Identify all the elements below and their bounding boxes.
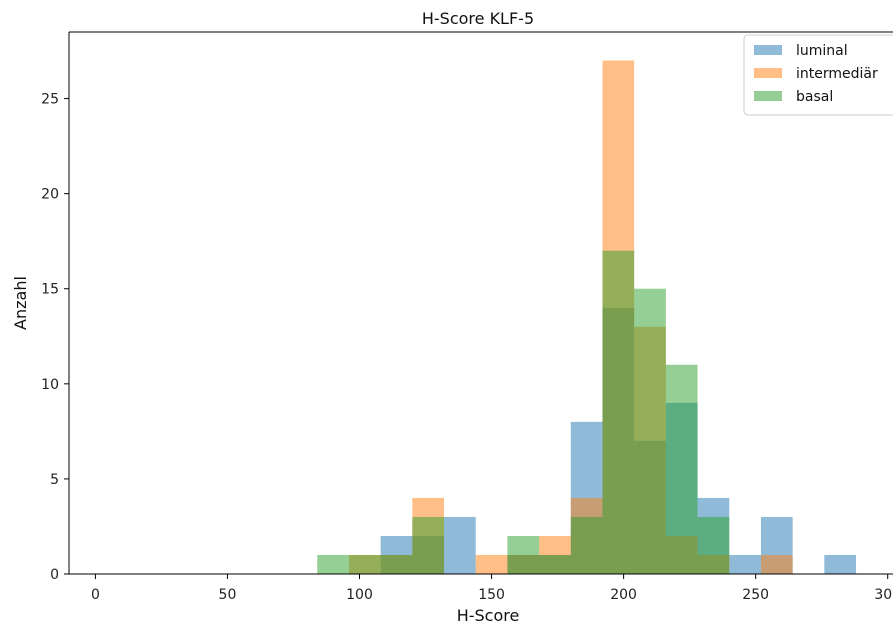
histogram-bar — [317, 554, 349, 574]
histogram-bar — [507, 535, 540, 574]
x-tick-label: 100 — [346, 587, 373, 603]
x-ticks: 0 50 100 150 200 250 300 — [91, 574, 893, 603]
y-axis-label: Anzahl — [11, 276, 30, 330]
legend-swatch-1 — [754, 68, 782, 78]
histogram-bar — [412, 516, 445, 574]
y-tick-label: 10 — [41, 377, 59, 393]
y-tick-label: 15 — [41, 282, 59, 298]
x-tick-label: 300 — [874, 587, 893, 603]
histogram-bar — [348, 554, 381, 574]
histogram-bar — [602, 250, 635, 574]
histogram-bar — [729, 554, 761, 574]
histogram-bar — [570, 516, 603, 574]
y-tick-label: 25 — [41, 92, 59, 108]
y-tick-label: 20 — [41, 187, 59, 203]
histogram-bar — [539, 554, 571, 574]
y-tick-label: 5 — [50, 472, 59, 488]
bars-layer — [317, 60, 857, 575]
legend-label-0: luminal — [796, 43, 848, 59]
legend-swatch-0 — [754, 45, 782, 55]
x-tick-label: 150 — [478, 587, 505, 603]
x-axis-label: H-Score — [457, 606, 520, 625]
chart-title: H-Score KLF-5 — [422, 9, 534, 28]
histogram-bar — [634, 288, 666, 574]
legend: luminal intermediär basal — [743, 34, 893, 116]
y-tick-label: 0 — [50, 567, 59, 583]
legend-swatch-2 — [754, 91, 782, 101]
histogram-bar — [824, 554, 857, 574]
histogram-bar — [475, 554, 508, 574]
legend-label-2: basal — [796, 89, 833, 105]
x-tick-label: 0 — [91, 587, 100, 603]
histogram-bar — [665, 364, 698, 574]
series-2-bars — [317, 250, 730, 574]
histogram-bar — [444, 516, 476, 574]
legend-label-1: intermediär — [796, 66, 878, 82]
x-tick-label: 200 — [610, 587, 637, 603]
histogram-bar — [380, 554, 413, 574]
histogram-bar — [697, 516, 730, 574]
histogram-bar — [760, 554, 793, 574]
x-tick-label: 250 — [742, 587, 769, 603]
y-ticks: 0 5 10 15 20 25 — [41, 92, 69, 583]
x-tick-label: 50 — [219, 587, 237, 603]
